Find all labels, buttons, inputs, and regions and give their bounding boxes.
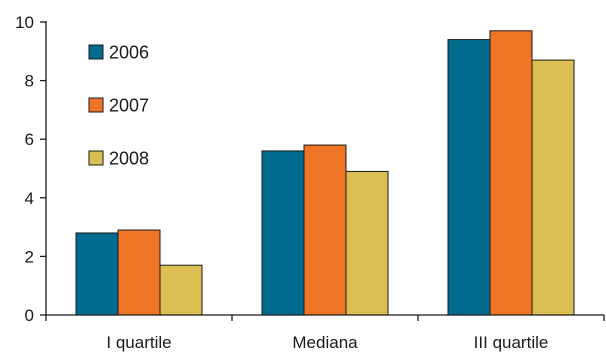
y-tick-label-10: 10 [15, 13, 34, 32]
bar-2008-mediana [345, 170, 389, 316]
y-tick-label-2: 2 [25, 247, 34, 266]
x-tick-label-i-quartile: I quartile [106, 333, 171, 352]
y-tick-label-0: 0 [25, 306, 34, 325]
bar-2006-i-quartile [75, 232, 119, 316]
bars-layer [75, 30, 575, 316]
x-tick-label-iii-quartile: III quartile [474, 333, 549, 352]
legend-label-2007: 2007 [109, 96, 149, 116]
bar-2006-mediana [261, 150, 305, 316]
y-tick-label-8: 8 [25, 72, 34, 91]
bar-2007-i-quartile [117, 229, 161, 316]
bar-2008-iii-quartile [531, 59, 575, 316]
y-tick-label-4: 4 [25, 189, 34, 208]
legend-label-2006: 2006 [109, 43, 149, 63]
legend-swatch-2007 [88, 97, 104, 113]
bar-2006-iii-quartile [447, 39, 491, 316]
x-tick-label-mediana: Mediana [292, 333, 358, 352]
legend-label-2008: 2008 [109, 149, 149, 169]
axes-layer: 0 2 4 6 8 10 I quartile Mediana III quartile [15, 13, 605, 352]
bar-2008-i-quartile [159, 264, 203, 316]
legend: 2006 2007 2008 [88, 43, 149, 169]
y-tick-label-6: 6 [25, 130, 34, 149]
legend-swatch-2006 [88, 44, 104, 60]
bar-2007-iii-quartile [489, 30, 533, 316]
bar-2007-mediana [303, 144, 347, 316]
legend-swatch-2008 [88, 150, 104, 166]
